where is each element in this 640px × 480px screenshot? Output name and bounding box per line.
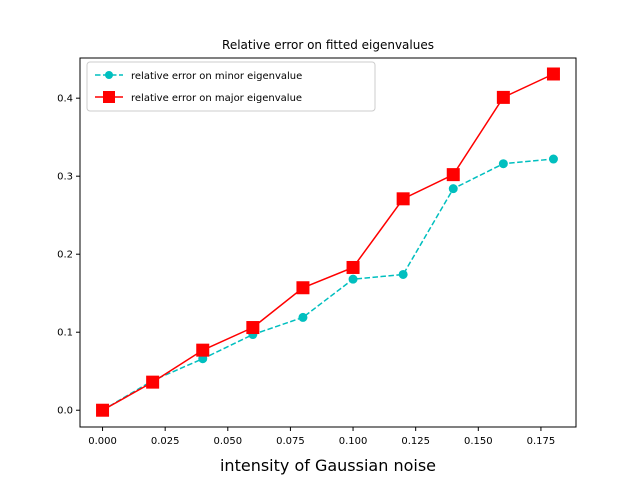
data-point	[346, 260, 360, 274]
x-tick-label: 0.050	[213, 436, 242, 447]
series-line-2	[102, 73, 554, 411]
x-tick-label: 0.000	[88, 436, 117, 447]
legend-box	[86, 61, 376, 112]
data-point	[348, 274, 358, 284]
series-layer	[96, 67, 560, 417]
axes-frame	[79, 57, 577, 428]
data-point	[548, 154, 558, 164]
plot-area	[79, 57, 577, 428]
data-point	[96, 403, 110, 417]
data-point	[246, 321, 260, 335]
data-point	[398, 269, 408, 279]
x-tick-label: 0.075	[276, 436, 305, 447]
legend-label: relative error on minor eigenvalue	[131, 71, 302, 82]
legend: relative error on minor eigenvalue relati…	[86, 61, 376, 112]
data-point	[146, 375, 160, 389]
series-line-1	[102, 158, 554, 411]
y-tick-label: 0.3	[57, 172, 73, 183]
legend-marker	[105, 71, 113, 79]
y-tick-label: 0.0	[57, 406, 73, 417]
y-tick-label: 0.4	[57, 94, 73, 105]
x-tick-label: 0.150	[464, 436, 493, 447]
data-point	[546, 67, 560, 81]
x-axis-label: intensity of Gaussian noise	[220, 456, 436, 475]
data-point	[496, 90, 510, 104]
legend-items: relative error on minor eigenvalue relati…	[95, 71, 302, 104]
legend-marker	[103, 91, 115, 103]
y-axis: 0.0 0.1 0.2 0.3 0.4	[57, 94, 80, 417]
x-tick-label: 0.025	[151, 436, 180, 447]
data-point	[296, 281, 310, 295]
data-point	[446, 168, 460, 182]
y-tick-label: 0.1	[57, 328, 73, 339]
x-tick-label: 0.125	[401, 436, 430, 447]
chart-title: Relative error on fitted eigenvalues	[222, 38, 434, 52]
data-point	[396, 192, 410, 206]
x-tick-label: 0.175	[527, 436, 556, 447]
data-point	[448, 184, 458, 194]
y-tick-label: 0.2	[57, 250, 73, 261]
x-axis: 0.000 0.025 0.050 0.075 0.100 0.125 0.150 0.175	[88, 427, 555, 447]
legend-label: relative error on major eigenvalue	[131, 93, 302, 104]
data-point	[498, 159, 508, 169]
data-point	[196, 343, 210, 357]
x-tick-label: 0.100	[339, 436, 368, 447]
data-point	[298, 312, 308, 322]
